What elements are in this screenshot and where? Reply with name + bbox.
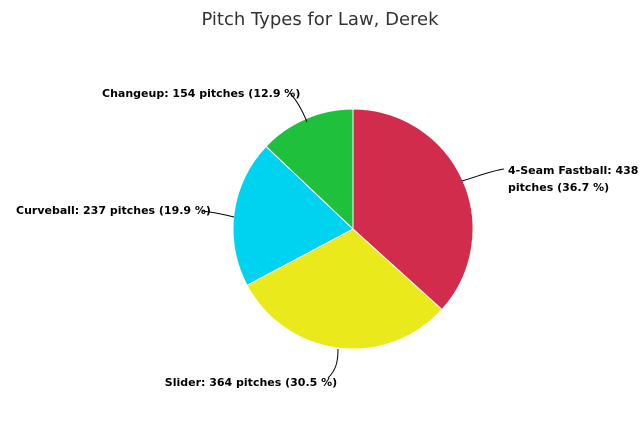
label-connectors [201, 92, 505, 379]
label-4-seam-fastball: 4-Seam Fastball: 438 pitches (36.7 %) [508, 164, 638, 194]
label-line-4-seam-fastball-0: 4-Seam Fastball: 438 [508, 164, 638, 177]
slice-curveball[interactable] [232, 145, 354, 286]
pie-slices [232, 108, 474, 350]
label-line-curveball-0: Curveball: 237 pitches (19.9 %) [16, 204, 211, 217]
connector-curveball [201, 210, 235, 218]
connector-changeup [289, 92, 308, 123]
label-line-4-seam-fastball-1: pitches (36.7 %) [508, 181, 609, 194]
label-slider: Slider: 364 pitches (30.5 %) [165, 376, 337, 389]
label-line-changeup-0: Changeup: 154 pitches (12.9 %) [102, 87, 300, 100]
slice-slider[interactable] [246, 228, 443, 350]
chart-title: Pitch Types for Law, Derek [201, 9, 439, 30]
label-changeup: Changeup: 154 pitches (12.9 %) [102, 87, 300, 100]
connector-4-seam-fastball [461, 168, 505, 182]
label-curveball: Curveball: 237 pitches (19.9 %) [16, 204, 211, 217]
slice-labels: 4-Seam Fastball: 438 pitches (36.7 %) Slid… [16, 87, 638, 389]
connector-slider [327, 348, 339, 379]
label-line-slider-0: Slider: 364 pitches (30.5 %) [165, 376, 337, 389]
